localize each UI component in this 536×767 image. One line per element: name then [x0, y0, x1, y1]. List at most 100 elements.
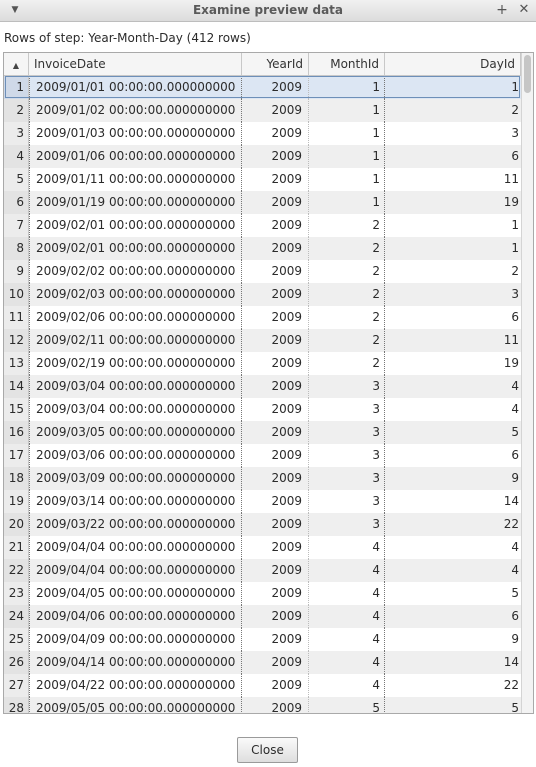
- cell-yearid[interactable]: 2009: [242, 375, 309, 398]
- cell-dayid[interactable]: 6: [511, 310, 519, 324]
- cell-monthid[interactable]: 3: [309, 375, 385, 398]
- row-number[interactable]: 7: [4, 214, 29, 237]
- cell-monthid[interactable]: 5: [309, 697, 385, 713]
- cell-dayid[interactable]: 22: [503, 678, 519, 692]
- cell-dayid[interactable]: 4: [511, 540, 519, 554]
- cell-invoicedate[interactable]: 2009/03/14 00:00:00.000000000: [29, 490, 242, 513]
- row-number[interactable]: 23: [4, 582, 29, 605]
- cell-dayid[interactable]: 4: [511, 402, 519, 416]
- table-row[interactable]: 21 2009/04/04 00:00:00.000000000 2009 4 4: [4, 536, 521, 559]
- cell-monthid[interactable]: 2: [309, 306, 385, 329]
- cell-monthid[interactable]: 4: [309, 674, 385, 697]
- table-row[interactable]: 28 2009/05/05 00:00:00.000000000 2009 5 5: [4, 697, 521, 714]
- cell-invoicedate[interactable]: 2009/01/19 00:00:00.000000000: [29, 191, 242, 214]
- row-number[interactable]: 20: [4, 513, 29, 536]
- table-row[interactable]: 23 2009/04/05 00:00:00.000000000 2009 4 5: [4, 582, 521, 605]
- cell-monthid[interactable]: 4: [309, 582, 385, 605]
- row-number[interactable]: 8: [4, 237, 29, 260]
- table-row[interactable]: 8 2009/02/01 00:00:00.000000000 2009 2 1: [4, 237, 521, 260]
- sort-column-header[interactable]: ▲: [4, 53, 29, 75]
- cell-yearid[interactable]: 2009: [242, 260, 309, 283]
- row-number[interactable]: 9: [4, 260, 29, 283]
- cell-yearid[interactable]: 2009: [242, 191, 309, 214]
- cell-invoicedate[interactable]: 2009/01/03 00:00:00.000000000: [29, 122, 242, 145]
- cell-dayid[interactable]: 11: [503, 172, 519, 186]
- cell-invoicedate[interactable]: 2009/04/06 00:00:00.000000000: [29, 605, 242, 628]
- table-row[interactable]: 14 2009/03/04 00:00:00.000000000 2009 3 4: [4, 375, 521, 398]
- table-row[interactable]: 11 2009/02/06 00:00:00.000000000 2009 2 6: [4, 306, 521, 329]
- table-row[interactable]: 3 2009/01/03 00:00:00.000000000 2009 1 3: [4, 122, 521, 145]
- row-number[interactable]: 25: [4, 628, 29, 651]
- table-row[interactable]: 15 2009/03/04 00:00:00.000000000 2009 3 4: [4, 398, 521, 421]
- table-row[interactable]: 4 2009/01/06 00:00:00.000000000 2009 1 6: [4, 145, 521, 168]
- table-row[interactable]: 19 2009/03/14 00:00:00.000000000 2009 3 14: [4, 490, 521, 513]
- cell-yearid[interactable]: 2009: [242, 237, 309, 260]
- cell-yearid[interactable]: 2009: [242, 122, 309, 145]
- cell-dayid[interactable]: 9: [511, 471, 519, 485]
- row-number[interactable]: 18: [4, 467, 29, 490]
- cell-yearid[interactable]: 2009: [242, 99, 309, 122]
- cell-yearid[interactable]: 2009: [242, 674, 309, 697]
- cell-dayid[interactable]: 14: [503, 494, 519, 508]
- cell-invoicedate[interactable]: 2009/02/19 00:00:00.000000000: [29, 352, 242, 375]
- row-number[interactable]: 28: [4, 697, 29, 713]
- cell-monthid[interactable]: 3: [309, 444, 385, 467]
- cell-invoicedate[interactable]: 2009/02/11 00:00:00.000000000: [29, 329, 242, 352]
- table-row[interactable]: 5 2009/01/11 00:00:00.000000000 2009 1 11: [4, 168, 521, 191]
- cell-monthid[interactable]: 1: [309, 99, 385, 122]
- cell-invoicedate[interactable]: 2009/02/01 00:00:00.000000000: [29, 214, 242, 237]
- cell-dayid[interactable]: 1: [511, 241, 519, 255]
- cell-dayid[interactable]: 19: [503, 356, 519, 370]
- cell-dayid[interactable]: 4: [511, 379, 519, 393]
- table-row[interactable]: 26 2009/04/14 00:00:00.000000000 2009 4 14: [4, 651, 521, 674]
- cell-dayid[interactable]: 2: [511, 103, 519, 117]
- row-number[interactable]: 11: [4, 306, 29, 329]
- cell-yearid[interactable]: 2009: [242, 283, 309, 306]
- table-row[interactable]: 12 2009/02/11 00:00:00.000000000 2009 2 11: [4, 329, 521, 352]
- cell-invoicedate[interactable]: 2009/01/11 00:00:00.000000000: [29, 168, 242, 191]
- cell-yearid[interactable]: 2009: [242, 214, 309, 237]
- cell-monthid[interactable]: 2: [309, 237, 385, 260]
- cell-dayid[interactable]: 3: [511, 287, 519, 301]
- cell-monthid[interactable]: 2: [309, 214, 385, 237]
- cell-dayid[interactable]: 5: [511, 701, 519, 714]
- table-row[interactable]: 7 2009/02/01 00:00:00.000000000 2009 2 1: [4, 214, 521, 237]
- cell-dayid[interactable]: 3: [511, 126, 519, 140]
- row-number[interactable]: 19: [4, 490, 29, 513]
- cell-dayid[interactable]: 4: [511, 563, 519, 577]
- row-number[interactable]: 21: [4, 536, 29, 559]
- cell-dayid[interactable]: 5: [511, 425, 519, 439]
- table-row[interactable]: 6 2009/01/19 00:00:00.000000000 2009 1 19: [4, 191, 521, 214]
- row-number[interactable]: 6: [4, 191, 29, 214]
- cell-dayid[interactable]: 14: [503, 655, 519, 669]
- row-number[interactable]: 26: [4, 651, 29, 674]
- cell-invoicedate[interactable]: 2009/03/04 00:00:00.000000000: [29, 398, 242, 421]
- cell-invoicedate[interactable]: 2009/04/09 00:00:00.000000000: [29, 628, 242, 651]
- cell-invoicedate[interactable]: 2009/04/04 00:00:00.000000000: [29, 536, 242, 559]
- cell-yearid[interactable]: 2009: [242, 444, 309, 467]
- table-row[interactable]: 10 2009/02/03 00:00:00.000000000 2009 2 3: [4, 283, 521, 306]
- cell-invoicedate[interactable]: 2009/04/22 00:00:00.000000000: [29, 674, 242, 697]
- row-number[interactable]: 5: [4, 168, 29, 191]
- cell-yearid[interactable]: 2009: [242, 582, 309, 605]
- vertical-scrollbar[interactable]: [521, 53, 533, 713]
- cell-yearid[interactable]: 2009: [242, 490, 309, 513]
- cell-invoicedate[interactable]: 2009/05/05 00:00:00.000000000: [29, 697, 242, 713]
- cell-monthid[interactable]: 2: [309, 329, 385, 352]
- column-header-invoicedate[interactable]: InvoiceDate: [29, 53, 242, 75]
- cell-monthid[interactable]: 3: [309, 398, 385, 421]
- row-number[interactable]: 14: [4, 375, 29, 398]
- cell-yearid[interactable]: 2009: [242, 651, 309, 674]
- table-row[interactable]: 24 2009/04/06 00:00:00.000000000 2009 4 6: [4, 605, 521, 628]
- cell-dayid[interactable]: 11: [503, 333, 519, 347]
- cell-monthid[interactable]: 1: [309, 76, 385, 99]
- row-number[interactable]: 17: [4, 444, 29, 467]
- close-button[interactable]: Close: [237, 737, 298, 763]
- cell-monthid[interactable]: 1: [309, 145, 385, 168]
- row-number[interactable]: 2: [4, 99, 29, 122]
- cell-invoicedate[interactable]: 2009/01/06 00:00:00.000000000: [29, 145, 242, 168]
- preview-table[interactable]: ▲ InvoiceDate YearId MonthId DayId 1 2009…: [3, 52, 534, 714]
- cell-yearid[interactable]: 2009: [242, 697, 309, 713]
- cell-monthid[interactable]: 4: [309, 628, 385, 651]
- row-number[interactable]: 22: [4, 559, 29, 582]
